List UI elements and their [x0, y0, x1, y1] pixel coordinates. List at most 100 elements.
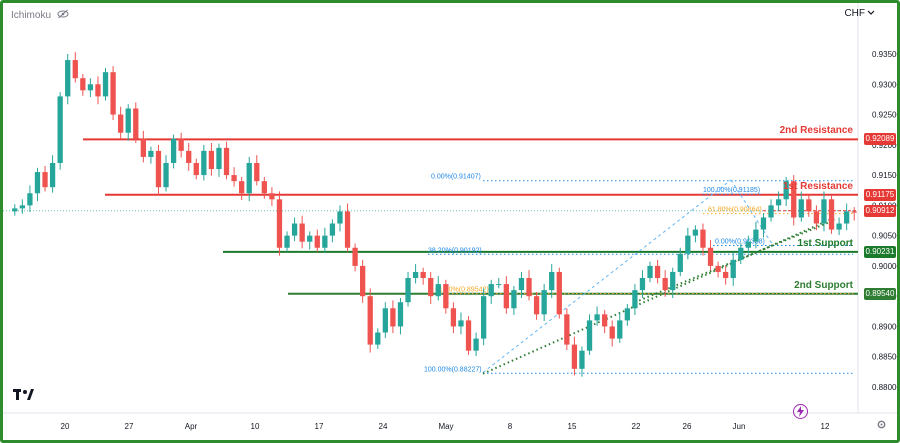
candle-body [571, 344, 578, 369]
candle-body [586, 320, 593, 351]
candle-body [239, 181, 245, 194]
candle-body [27, 193, 33, 206]
candle-body [246, 162, 252, 194]
candle-body [481, 296, 487, 339]
candle-body [624, 308, 630, 321]
fib-diagonal [730, 179, 774, 246]
candle-body [412, 271, 419, 279]
candle-body [284, 235, 290, 248]
candle-body [223, 147, 230, 176]
price-tag: 0.91175 [864, 188, 896, 201]
currency-selector[interactable]: CHF [844, 8, 875, 19]
candle-body [42, 172, 48, 188]
candle-body [541, 290, 547, 315]
x-tick-label: Jun [733, 422, 746, 431]
candle-body [405, 278, 411, 303]
x-tick-label: 10 [251, 422, 260, 431]
candle-body [450, 308, 457, 327]
candle-body [533, 296, 540, 315]
gear-icon[interactable] [876, 419, 887, 433]
candle-body [715, 265, 721, 272]
candle-body [65, 60, 71, 97]
candle-body [768, 205, 774, 218]
candle-body [685, 235, 691, 254]
price-chart[interactable]: 0.935000.930000.925000.920000.915000.910… [3, 3, 897, 440]
candle-body [488, 284, 494, 297]
candle-body [420, 271, 426, 279]
candle-body [382, 308, 388, 333]
fib-diagonal [482, 179, 732, 373]
x-tick-label: 26 [683, 422, 692, 431]
x-tick-label: 17 [315, 422, 324, 431]
x-tick-label: May [438, 422, 453, 431]
eye-slash-icon[interactable] [57, 9, 69, 22]
candle-body [261, 181, 267, 194]
candle-body [19, 205, 25, 209]
candle-body [617, 320, 623, 339]
candle-body [254, 162, 260, 182]
candle-body [390, 308, 396, 327]
candle-body [806, 199, 812, 212]
indicator-legend: Ichimoku [11, 9, 69, 22]
candle-body [352, 247, 358, 266]
level-label: 1st Support [797, 237, 853, 249]
price-tag: 0.92089 [864, 133, 896, 146]
candle-body [435, 284, 441, 297]
level-label: 2nd Support [794, 279, 853, 291]
fib-label: 100.00%(0.91185) [703, 187, 760, 194]
candle-body [201, 150, 207, 176]
candle-body [307, 235, 313, 242]
candle-body [609, 326, 615, 339]
x-tick-label: 15 [568, 422, 577, 431]
candle-body [707, 247, 714, 266]
candle-body [80, 78, 86, 91]
candle-body [511, 290, 517, 309]
fib-label: 0.00%(0.90338) [715, 238, 765, 245]
currency-label: CHF [844, 8, 865, 19]
candle-body [360, 265, 366, 297]
candle-body [125, 108, 131, 133]
candle-body [775, 199, 782, 206]
candle-body [738, 247, 744, 260]
candle-body [496, 284, 502, 286]
candle-body [851, 211, 857, 213]
candle-body [654, 265, 661, 279]
candle-body [110, 72, 116, 115]
candle-body [49, 162, 56, 188]
candle-body [95, 84, 101, 97]
candle-body [186, 150, 192, 163]
x-tick-label: 24 [379, 422, 388, 431]
candle-body [844, 211, 850, 224]
candle-body [163, 162, 169, 188]
lightning-icon[interactable] [793, 404, 808, 419]
candle-body [299, 223, 305, 242]
candle-body [692, 229, 699, 236]
level-label: 1st Resistance [782, 180, 853, 192]
candle-body [148, 150, 154, 157]
candle-body [518, 278, 525, 291]
level-label: 2nd Resistance [779, 125, 853, 137]
candle-body [760, 217, 767, 230]
candle-body [647, 265, 653, 279]
candle-body [632, 290, 638, 309]
candle-body [269, 193, 275, 200]
candle-body [677, 253, 683, 272]
x-tick-label: 22 [632, 422, 641, 431]
candle-body [821, 199, 827, 224]
candle-body [375, 332, 381, 345]
candle-body [337, 211, 343, 224]
sr-levels [3, 138, 858, 295]
candle-body [791, 181, 797, 218]
candle-body [231, 175, 237, 182]
candle-body [329, 223, 336, 236]
candle-body [397, 302, 404, 327]
candle-body [344, 211, 351, 248]
candle-body [503, 284, 509, 309]
price-tag: 0.90231 [864, 245, 896, 258]
candle-body [458, 320, 464, 327]
candle-body [87, 84, 94, 91]
